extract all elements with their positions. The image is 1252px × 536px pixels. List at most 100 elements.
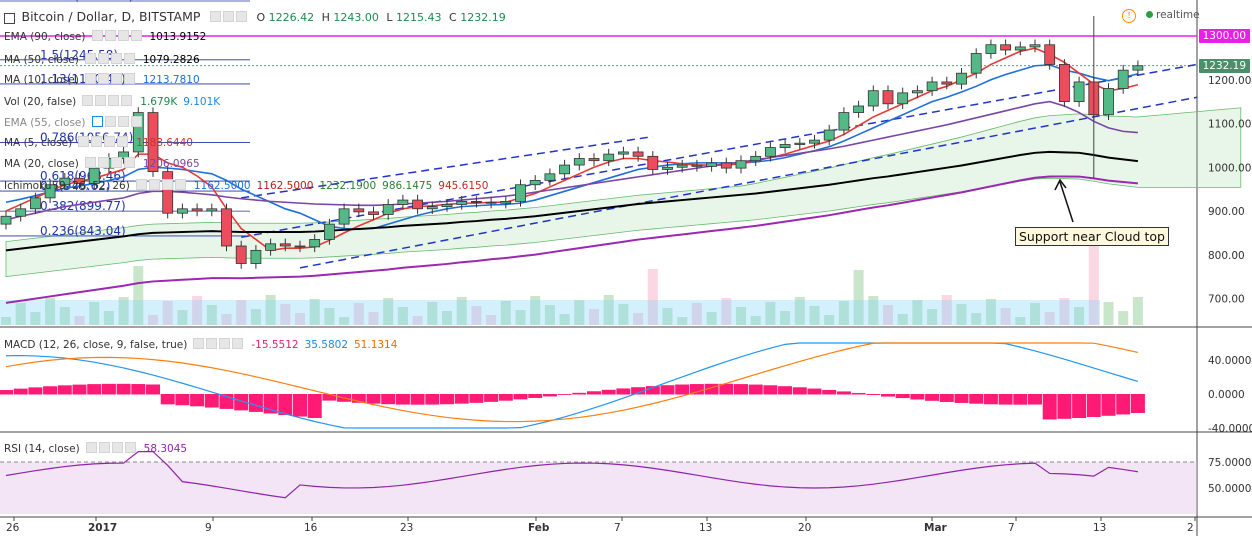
candle	[132, 112, 144, 153]
header-tools[interactable]	[209, 11, 249, 25]
volume-bar	[148, 315, 158, 325]
legend-ma10[interactable]: MA (10, close) 1213.7810	[4, 73, 200, 87]
candle	[515, 184, 526, 202]
price-axis-label: 800.00	[1208, 250, 1245, 262]
macd-hist-bar	[895, 394, 910, 399]
candle	[279, 243, 291, 247]
candle	[59, 177, 71, 186]
volume-bar	[750, 316, 761, 325]
volume-bar	[324, 308, 335, 325]
volume-bar	[295, 313, 305, 325]
candle	[485, 201, 497, 204]
legend-ma20-value: 1206.0965	[142, 158, 200, 170]
collapse-icon[interactable]	[4, 12, 15, 24]
macd-hist-bar	[395, 394, 410, 405]
legend-rsi-tools[interactable]	[85, 442, 138, 456]
legend-macd-tools[interactable]	[193, 338, 245, 352]
alert-icon[interactable]: !	[1122, 9, 1136, 23]
candle	[559, 164, 570, 175]
candle	[265, 243, 277, 251]
legend-macd-signal: 51.1314	[354, 339, 398, 351]
high-value: 1243.00	[333, 11, 379, 24]
legend-macd-label: MACD (12, 26, close, 9, false, true)	[4, 339, 188, 351]
legend-vol-value1: 1.679K	[140, 96, 178, 108]
symbol-title[interactable]: Bitcoin / Dollar, D, BITSTAMP	[21, 9, 201, 24]
legend-ma20[interactable]: MA (20, close) 1206.0965	[4, 157, 200, 171]
price-axis-label: 700.00	[1208, 294, 1245, 306]
legend-ema55-tools[interactable]	[91, 116, 144, 130]
legend-vol[interactable]: Vol (20, false) 1.679K 9.101K	[4, 95, 220, 109]
macd-hist-bar	[498, 394, 513, 401]
legend-vol-tools[interactable]	[82, 95, 134, 109]
macd-hist-bar	[204, 394, 219, 408]
volume-bar	[1103, 302, 1114, 325]
arrow-head-icon	[1054, 178, 1067, 191]
volume-bar	[412, 316, 423, 325]
volume-bar	[721, 298, 732, 325]
volume-bar	[794, 297, 805, 325]
candle	[15, 208, 27, 217]
macd-hist-bar	[969, 394, 984, 404]
legend-ichimoku-tools[interactable]	[135, 179, 188, 193]
candle	[706, 162, 717, 167]
volume-bar	[765, 302, 776, 325]
candle	[794, 142, 806, 145]
volume-bar	[677, 317, 688, 325]
realtime-status[interactable]: ! realtime	[1122, 8, 1200, 23]
time-axis-label: 20	[798, 522, 811, 534]
legend-ma50-tools[interactable]	[84, 53, 137, 67]
fib-label: 0.236(843.04)	[40, 224, 126, 238]
legend-ichimoku-v5: 945.6150	[438, 180, 489, 192]
candle	[250, 249, 262, 264]
candle	[941, 81, 953, 85]
candle	[632, 151, 644, 157]
legend-ma10-value: 1213.7810	[142, 74, 200, 86]
volume-bar	[574, 300, 585, 325]
time-axis-label: 13	[699, 522, 712, 534]
candle	[1117, 69, 1129, 89]
macd-hist-bar	[792, 387, 807, 395]
candle	[1000, 44, 1011, 51]
legend-ema55[interactable]: EMA (55, close)	[4, 116, 144, 130]
legend-ichimoku-v2: 1162.5000	[256, 180, 314, 192]
macd-hist-bar	[513, 394, 528, 400]
time-axis-label: 7	[1008, 522, 1015, 534]
macd-hist-bar	[675, 384, 690, 395]
fib-label: 1.618(1380.01)	[40, 0, 133, 3]
volume-bar	[309, 299, 320, 325]
candle	[882, 90, 894, 105]
legend-ichimoku-v1: 1162.5000	[193, 180, 251, 192]
legend-ma5-tools[interactable]	[78, 136, 130, 150]
legend-ma5[interactable]: MA (5, close) 1188.6440	[4, 136, 193, 150]
candle	[426, 206, 438, 210]
legend-ma50[interactable]: MA (50, close) 1079.2826	[4, 53, 200, 67]
candle	[1044, 44, 1056, 65]
legend-ma20-tools[interactable]	[84, 157, 137, 171]
volume-bar	[706, 312, 717, 325]
volume-bar	[89, 302, 100, 325]
macd-hist-bar	[1042, 394, 1057, 420]
time-axis-label: 23	[400, 522, 413, 534]
candle	[603, 153, 615, 162]
macd-hist-bar	[925, 394, 940, 401]
volume-bar	[486, 315, 497, 325]
legend-rsi[interactable]: RSI (14, close) 58.3045	[4, 442, 187, 456]
volume-bar	[221, 314, 232, 325]
candle	[44, 184, 56, 199]
macd-hist-bar	[601, 389, 616, 395]
candle	[338, 208, 350, 225]
legend-ma10-tools[interactable]	[84, 73, 137, 87]
legend-macd[interactable]: MACD (12, 26, close, 9, false, true) -15.…	[4, 338, 397, 352]
legend-ema90[interactable]: EMA (90, close) 1013.9152	[4, 30, 206, 44]
macd-hist-bar	[645, 386, 660, 395]
legend-ema90-tools[interactable]	[91, 30, 144, 44]
volume-bar	[971, 313, 982, 325]
macd-hist-bar	[0, 390, 13, 395]
volume-bar	[500, 301, 511, 325]
volume-bar	[618, 304, 629, 325]
support-annotation[interactable]: Support near Cloud top	[1015, 227, 1169, 246]
macd-hist-bar	[836, 391, 851, 395]
macd-hist-bar	[572, 392, 587, 395]
legend-ichimoku[interactable]: Ichimoku (9, 26, 52, 26) 1162.5000 1162.50…	[4, 179, 488, 193]
